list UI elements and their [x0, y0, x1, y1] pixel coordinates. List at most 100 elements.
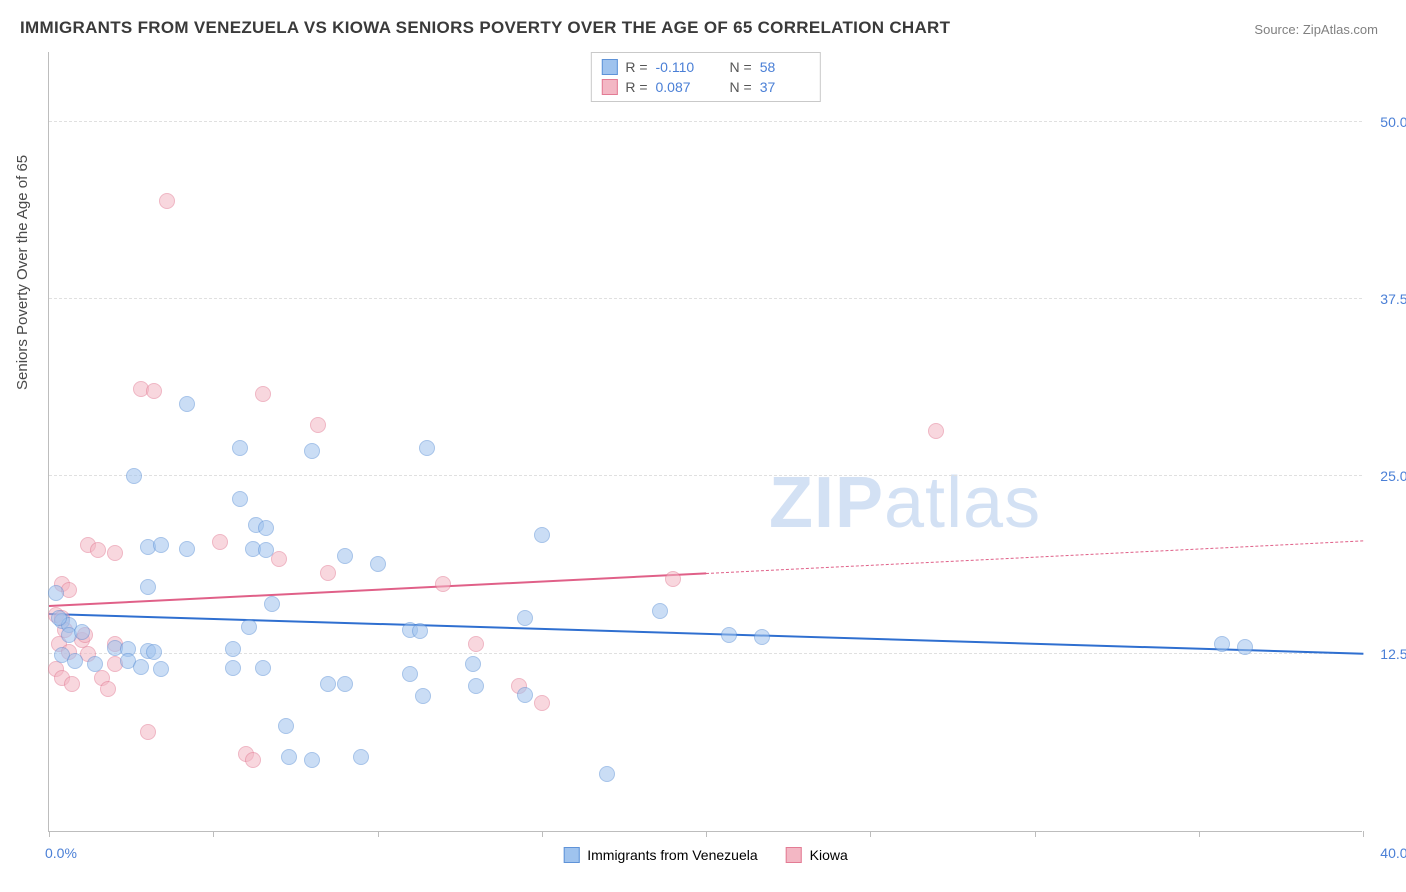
data-point [278, 718, 294, 734]
series-legend: Immigrants from Venezuela Kiowa [563, 847, 848, 863]
data-point [140, 724, 156, 740]
n-label: N = [730, 59, 752, 75]
watermark: ZIPatlas [769, 462, 1041, 544]
y-tick-label: 12.5% [1380, 646, 1406, 662]
x-tick [706, 831, 707, 837]
r-value: 0.087 [656, 79, 706, 95]
y-tick-label: 37.5% [1380, 291, 1406, 307]
data-point [721, 627, 737, 643]
data-point [153, 537, 169, 553]
data-point [67, 653, 83, 669]
data-point [353, 749, 369, 765]
gridline [49, 121, 1362, 122]
data-point [212, 534, 228, 550]
plot-area: ZIPatlas R = -0.110 N = 58 R = 0.087 N =… [48, 52, 1362, 832]
data-point [100, 681, 116, 697]
data-point [412, 623, 428, 639]
data-point [310, 417, 326, 433]
series-swatch-icon [601, 59, 617, 75]
data-point [534, 527, 550, 543]
data-point [1237, 639, 1253, 655]
series-name: Immigrants from Venezuela [587, 847, 757, 863]
x-tick [1199, 831, 1200, 837]
data-point [517, 610, 533, 626]
series-name: Kiowa [810, 847, 848, 863]
data-point [241, 619, 257, 635]
data-point [146, 383, 162, 399]
data-point [435, 576, 451, 592]
x-tick [1363, 831, 1364, 837]
data-point [928, 423, 944, 439]
series-swatch-icon [601, 79, 617, 95]
stats-legend-box: R = -0.110 N = 58 R = 0.087 N = 37 [590, 52, 820, 102]
chart-title: IMMIGRANTS FROM VENEZUELA VS KIOWA SENIO… [20, 18, 950, 38]
gridline [49, 475, 1362, 476]
y-tick-label: 25.0% [1380, 468, 1406, 484]
data-point [415, 688, 431, 704]
data-point [271, 551, 287, 567]
r-label: R = [625, 59, 647, 75]
source-value: ZipAtlas.com [1303, 22, 1378, 37]
stats-row: R = 0.087 N = 37 [601, 77, 809, 97]
data-point [225, 641, 241, 657]
data-point [599, 766, 615, 782]
data-point [232, 440, 248, 456]
data-point [264, 596, 280, 612]
y-axis-title: Seniors Poverty Over the Age of 65 [14, 155, 31, 390]
x-tick [1035, 831, 1036, 837]
data-point [517, 687, 533, 703]
data-point [465, 656, 481, 672]
data-point [107, 545, 123, 561]
data-point [534, 695, 550, 711]
data-point [754, 629, 770, 645]
data-point [370, 556, 386, 572]
data-point [255, 660, 271, 676]
r-value: -0.110 [656, 59, 706, 75]
legend-item: Immigrants from Venezuela [563, 847, 757, 863]
x-axis-min-label: 0.0% [45, 845, 77, 861]
data-point [245, 752, 261, 768]
data-point [225, 660, 241, 676]
data-point [320, 676, 336, 692]
data-point [140, 579, 156, 595]
trend-line [706, 541, 1363, 575]
data-point [304, 443, 320, 459]
data-point [468, 636, 484, 652]
data-point [179, 541, 195, 557]
data-point [64, 676, 80, 692]
x-tick [870, 831, 871, 837]
data-point [468, 678, 484, 694]
data-point [51, 610, 67, 626]
data-point [90, 542, 106, 558]
data-point [304, 752, 320, 768]
y-tick-label: 50.0% [1380, 114, 1406, 130]
data-point [87, 656, 103, 672]
source-attribution: Source: ZipAtlas.com [1254, 22, 1378, 37]
data-point [74, 624, 90, 640]
series-swatch-icon [786, 847, 802, 863]
data-point [281, 749, 297, 765]
legend-item: Kiowa [786, 847, 848, 863]
data-point [133, 659, 149, 675]
stats-row: R = -0.110 N = 58 [601, 57, 809, 77]
data-point [258, 542, 274, 558]
gridline [49, 298, 1362, 299]
data-point [402, 666, 418, 682]
data-point [159, 193, 175, 209]
data-point [126, 468, 142, 484]
data-point [258, 520, 274, 536]
n-value: 37 [760, 79, 810, 95]
data-point [1214, 636, 1230, 652]
x-tick [542, 831, 543, 837]
data-point [652, 603, 668, 619]
data-point [337, 676, 353, 692]
data-point [665, 571, 681, 587]
data-point [48, 585, 64, 601]
x-axis-max-label: 40.0% [1380, 845, 1406, 861]
data-point [153, 661, 169, 677]
data-point [255, 386, 271, 402]
data-point [337, 548, 353, 564]
data-point [419, 440, 435, 456]
n-value: 58 [760, 59, 810, 75]
data-point [320, 565, 336, 581]
